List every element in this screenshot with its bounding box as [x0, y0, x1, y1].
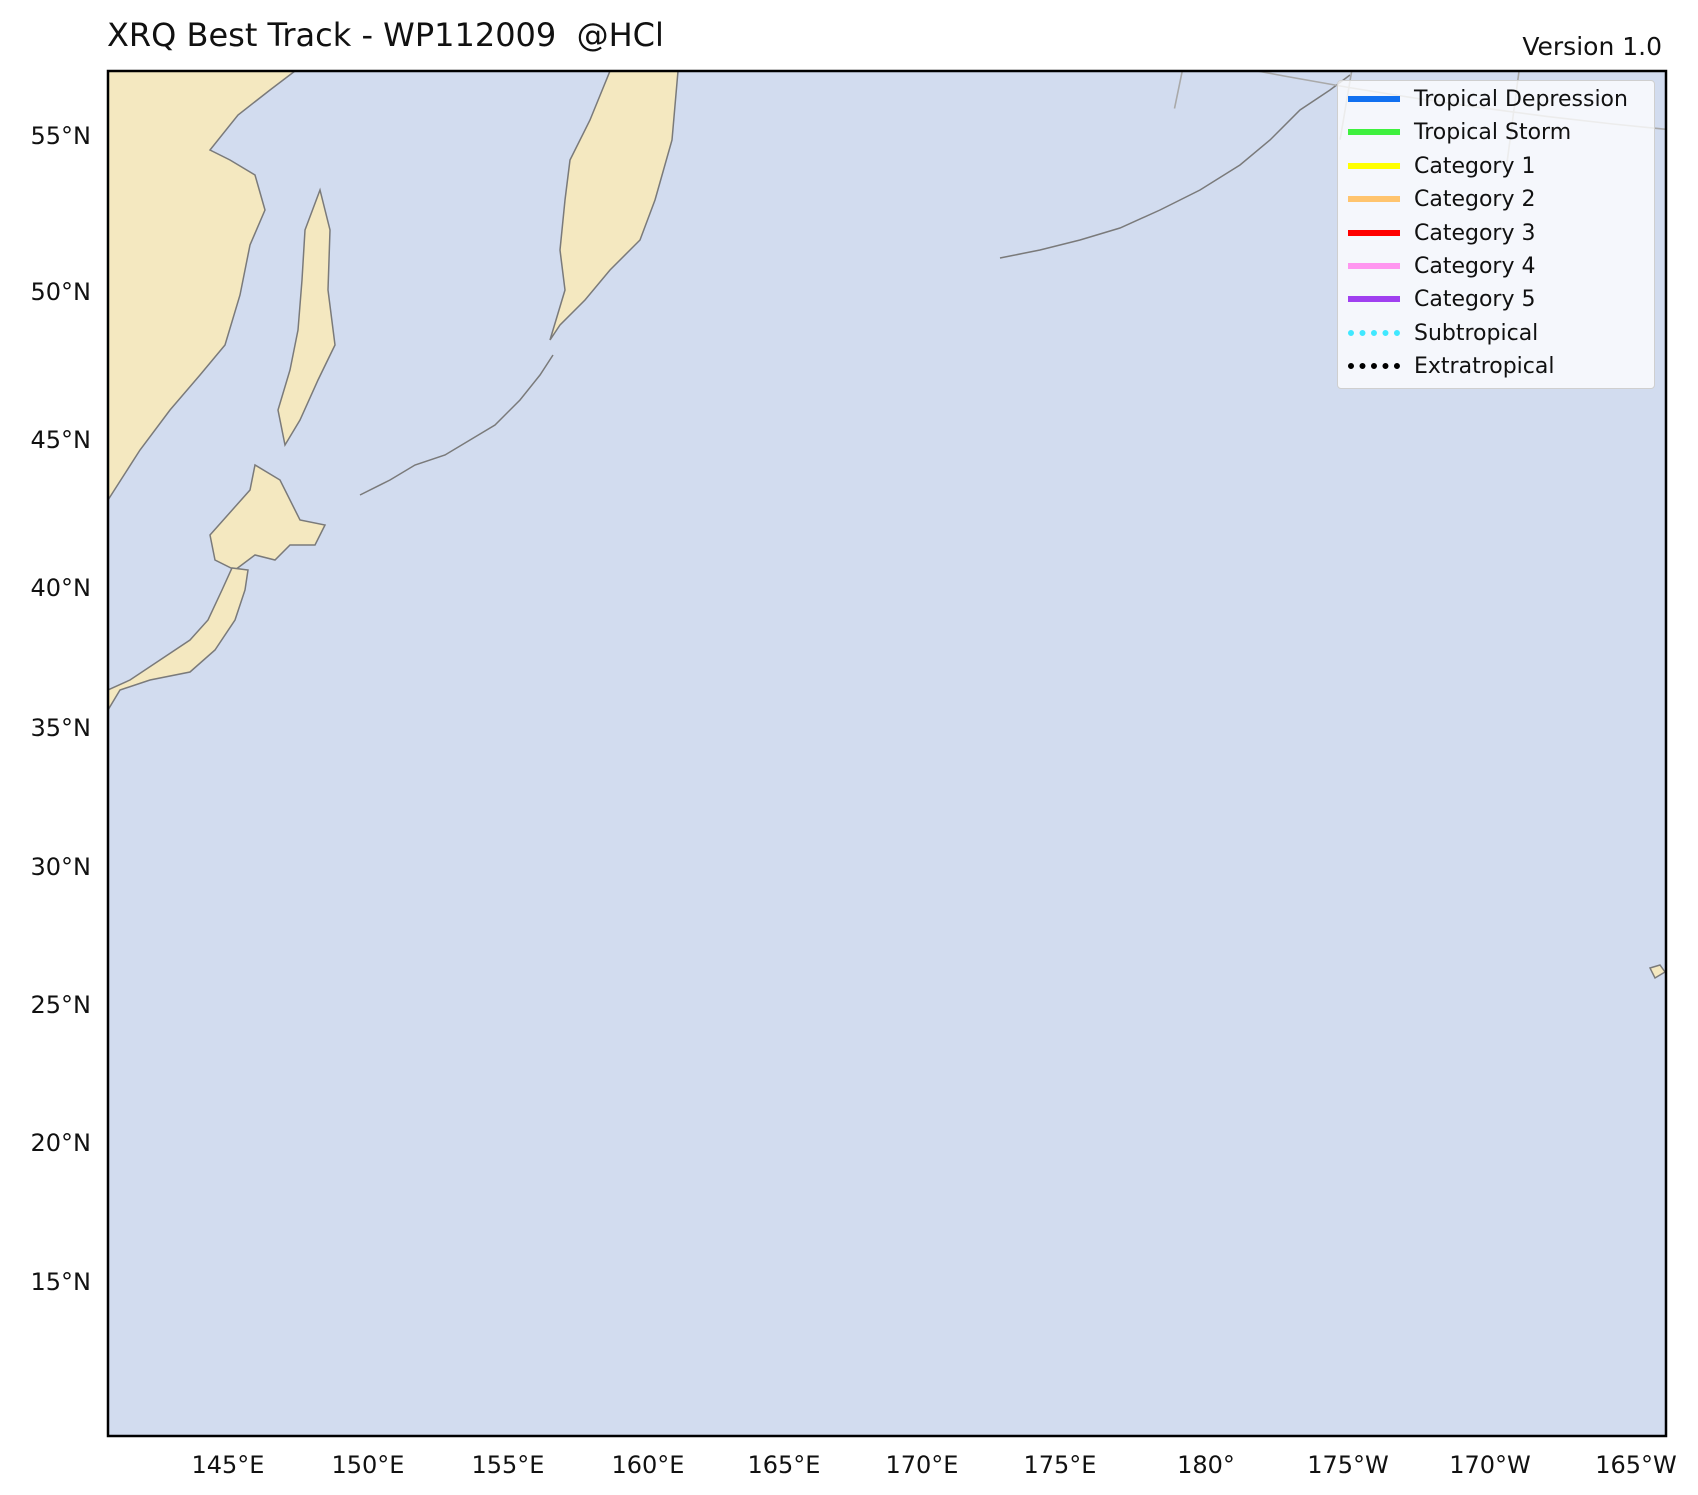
legend-item: Tropical Storm [1338, 118, 1654, 148]
legend-label: Category 1 [1414, 153, 1536, 179]
lon-label: 150°E [332, 1451, 405, 1479]
legend-label: Category 5 [1414, 287, 1536, 313]
legend-swatch [1348, 229, 1400, 236]
legend-item: Category 1 [1338, 152, 1654, 182]
legend-swatch [1348, 196, 1400, 203]
kuril-islands [359, 354, 554, 496]
legend-swatch [1348, 363, 1400, 370]
lon-label: 165°W [1595, 1451, 1677, 1479]
legend-item: Category 2 [1338, 185, 1654, 215]
legend-label: Extratropical [1414, 354, 1555, 380]
lat-label: 25°N [31, 991, 92, 1019]
lat-label: 40°N [31, 574, 92, 602]
lat-label: 50°N [31, 278, 92, 306]
legend-item: Category 5 [1338, 285, 1654, 315]
legend-swatch [1348, 96, 1400, 102]
sakhalin-island [277, 187, 336, 448]
chart-title: XRQ Best Track - WP112009 @HCl [107, 16, 664, 54]
longitude-labels: 145°E 150°E 155°E 160°E 165°E 170°E 175°E 180° 1… [192, 1451, 1677, 1479]
legend-swatch [1348, 263, 1400, 269]
latitude-labels: 55°N 50°N 45°N 40°N 35°N 30°N 25°N 20°N 15°N [31, 122, 92, 1296]
lat-label: 30°N [31, 853, 92, 881]
lon-label: 160°E [612, 1451, 685, 1479]
lat-label: 45°N [31, 426, 92, 454]
legend-label: Category 4 [1414, 254, 1536, 279]
lon-label: 165°E [748, 1451, 821, 1479]
aleutian-islands [999, 74, 1351, 259]
legend-label: Category 2 [1414, 187, 1536, 213]
legend-swatch [1348, 129, 1400, 136]
legend-label: Category 3 [1414, 220, 1536, 246]
legend-label: Tropical Depression [1414, 87, 1628, 112]
lon-label: 180° [1177, 1451, 1235, 1479]
legend-label: Tropical Storm [1414, 120, 1572, 146]
landmass-group [108, 71, 1666, 980]
legend-item: Category 3 [1338, 219, 1654, 249]
meridian-line [1674, 0, 1698, 183]
legend: Tropical Depression Tropical Storm Categor… [1337, 80, 1655, 389]
legend-item: Subtropical [1338, 319, 1654, 349]
meridian-line [1009, 71, 1011, 72]
lon-label: 155°E [472, 1451, 545, 1479]
lat-label: 20°N [31, 1129, 92, 1157]
lon-label: 170°W [1449, 1451, 1531, 1479]
mainland-asia [108, 71, 297, 502]
lat-label: 55°N [31, 122, 92, 150]
legend-item: Extratropical [1338, 352, 1654, 382]
honshu-island [108, 567, 249, 712]
kamchatka-peninsula [549, 71, 679, 341]
legend-swatch [1348, 162, 1400, 169]
version-label: Version 1.0 [1522, 32, 1662, 61]
lon-label: 175°E [1024, 1451, 1097, 1479]
legend-swatch [1348, 329, 1400, 336]
legend-item: Tropical Depression [1338, 85, 1654, 115]
legend-item: Category 4 [1338, 252, 1654, 282]
lat-label: 15°N [31, 1268, 92, 1296]
map-frame [106, 69, 1668, 1438]
legend-label: Subtropical [1414, 320, 1539, 346]
lon-label: 175°W [1307, 1451, 1389, 1479]
meridian-line [847, 0, 1224, 28]
lon-label: 170°E [886, 1451, 959, 1479]
legend-swatch [1348, 296, 1400, 303]
lat-label: 35°N [31, 714, 92, 742]
lon-label: 145°E [192, 1451, 265, 1479]
